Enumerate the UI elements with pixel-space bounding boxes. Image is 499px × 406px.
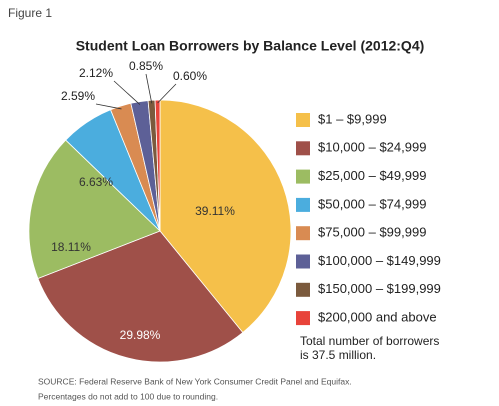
- legend-swatch: [296, 197, 310, 212]
- legend-label: $1 – $9,999: [318, 111, 387, 126]
- pie-slice: [37, 230, 244, 363]
- legend-label: $25,000 – $49,999: [318, 168, 426, 183]
- source: Percentages do not add to 100 due to rou…: [38, 391, 218, 401]
- annotation: Total number of borrowers: [300, 334, 439, 348]
- legend-label: $100,000 – $149,999: [318, 253, 441, 268]
- data-label: 39.11%: [195, 204, 235, 218]
- annotation: is 37.5 million.: [300, 348, 376, 362]
- leader-line: [157, 83, 177, 104]
- pie-slice: [159, 99, 292, 334]
- legend-label: $50,000 – $74,999: [318, 196, 426, 211]
- legend-label: $10,000 – $24,999: [318, 140, 426, 155]
- legend-swatch: [296, 254, 310, 269]
- legend-label: $150,000 – $199,999: [318, 281, 441, 296]
- data-label: 2.59%: [61, 89, 95, 103]
- data-label: 6.63%: [79, 175, 113, 189]
- legend-label: $200,000 and above: [318, 310, 437, 325]
- leader-line: [113, 80, 141, 105]
- pie-slice: [28, 139, 161, 279]
- data-label: 29.98%: [120, 328, 161, 342]
- legend-swatch: [296, 311, 310, 326]
- chart-title: Student Loan Borrowers by Balance Level …: [76, 38, 425, 54]
- data-label: 0.60%: [173, 69, 207, 83]
- legend-swatch: [296, 141, 310, 156]
- source: SOURCE: Federal Reserve Bank of New York…: [38, 376, 352, 386]
- legend-swatch: [296, 113, 310, 127]
- data-label: 18.11%: [51, 240, 91, 254]
- legend-swatch: [296, 226, 310, 241]
- figure-label: Figure 1: [8, 6, 52, 20]
- leader-line: [95, 103, 122, 110]
- data-label: 2.12%: [79, 66, 113, 80]
- leader-line: [145, 73, 153, 104]
- legend-swatch: [296, 169, 310, 184]
- legend-swatch: [296, 282, 310, 297]
- data-label: 0.85%: [129, 59, 163, 73]
- legend-label: $75,000 – $99,999: [318, 225, 426, 240]
